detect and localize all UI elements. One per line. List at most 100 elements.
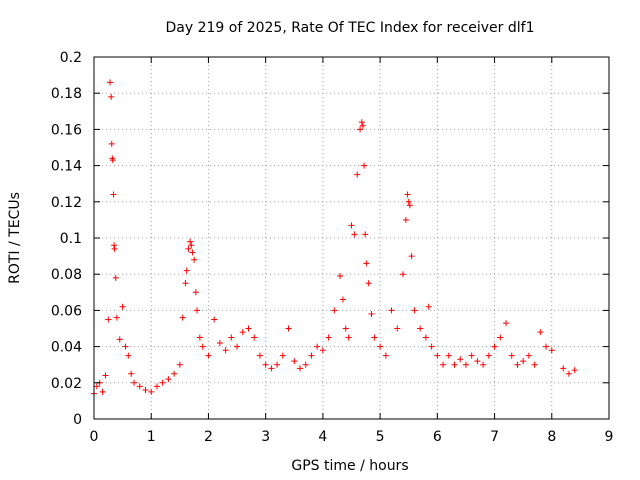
data-point [228,334,235,341]
data-point [142,387,149,394]
data-point [342,325,349,332]
data-point [445,352,452,359]
data-point [337,273,344,280]
data-point [113,314,120,321]
data-point [109,157,116,164]
data-point [348,222,355,229]
data-point [357,126,364,133]
data-point [422,334,429,341]
data-point [359,122,366,129]
data-point [116,336,123,343]
y-tick-label: 0.14 [51,159,82,175]
data-point [268,365,275,372]
x-tick-label: 6 [433,429,442,445]
data-point [468,352,475,359]
data-point [128,370,135,377]
data-point [548,347,555,354]
data-point [239,329,246,336]
data-point [136,383,143,390]
data-point [99,388,106,395]
data-point [274,361,281,368]
data-point [404,191,411,198]
data-point [199,343,206,350]
data-point [354,171,361,178]
data-point [189,249,196,256]
data-point [314,343,321,350]
data-point [102,372,109,379]
data-point [308,352,315,359]
data-point [216,339,223,346]
data-point [194,307,200,314]
data-point [285,325,292,332]
data-point [351,231,358,238]
data-point [571,367,578,374]
x-tick-label: 2 [204,429,213,445]
data-point [485,352,492,359]
data-point [365,280,372,287]
data-point [262,361,269,368]
y-tick-label: 0.04 [51,340,82,356]
data-point [457,356,464,363]
data-point [408,253,415,260]
data-point [251,334,258,341]
data-point [279,352,286,359]
data-point [394,325,401,332]
data-point [205,352,212,359]
chart-title: Day 219 of 2025, Rate Of TEC Index for r… [166,20,535,36]
data-point [368,311,375,318]
data-point [560,365,567,372]
data-point [382,352,389,359]
grid [94,57,609,419]
data-point [234,343,241,350]
data-point [185,245,192,252]
data-point [428,343,435,350]
data-point [417,325,424,332]
data-point [462,361,469,368]
y-tick-label: 0.02 [51,376,82,392]
data-point [514,361,521,368]
data-point [153,383,160,390]
y-tick-label: 0.18 [51,86,82,102]
data-point [503,320,509,327]
data-point [531,361,538,368]
data-point [211,316,218,323]
data-point [105,316,112,323]
data-point [363,260,370,267]
data-point [537,329,544,336]
data-point [565,370,572,377]
data-point [434,352,441,359]
y-tick-label: 0.08 [51,267,82,283]
x-tick-label: 4 [318,429,327,445]
data-point [406,202,413,209]
data-point [192,289,199,296]
x-axis-label: GPS time / hours [291,458,408,474]
data-point [297,365,303,372]
data-point [480,361,487,368]
data-point [182,280,189,287]
data-point [388,307,395,314]
data-point [196,334,203,341]
data-point [111,242,118,249]
data-point [371,334,378,341]
data-point [119,303,126,310]
data-point [451,361,458,368]
data-point [302,361,309,368]
x-tick-label: 1 [147,429,156,445]
data-point [362,231,369,238]
data-point [159,379,166,386]
data-point [525,352,532,359]
data-point [361,162,368,169]
data-point [400,271,406,278]
data-point [345,334,352,341]
data-point [108,140,115,147]
data-point [405,198,412,205]
data-point [291,358,298,365]
data-point [131,379,138,386]
data-point [188,242,195,249]
data-point [325,334,332,341]
data-point [179,314,186,321]
x-tick-label: 7 [490,429,499,445]
data-point [543,343,550,350]
